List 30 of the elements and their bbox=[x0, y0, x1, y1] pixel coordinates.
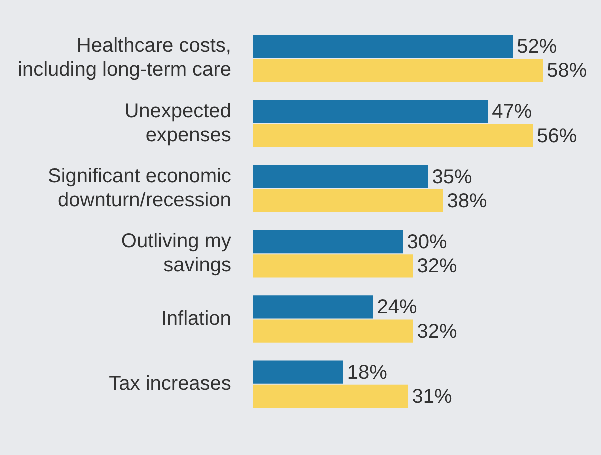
bar bbox=[253, 189, 444, 213]
data-label: 56% bbox=[537, 125, 578, 148]
bar bbox=[253, 360, 344, 384]
y-tick-label: Outliving my savings bbox=[121, 230, 232, 277]
data-label: 32% bbox=[417, 320, 458, 343]
bar bbox=[253, 124, 534, 148]
data-label: 58% bbox=[547, 60, 588, 82]
y-tick-label: Healthcare costs, including long-term care bbox=[18, 35, 232, 82]
bar bbox=[253, 254, 414, 278]
data-label: 35% bbox=[432, 166, 472, 188]
bar bbox=[253, 100, 488, 124]
y-tick-label: Inflation bbox=[161, 308, 232, 330]
y-tick-label: Significant economic downturn/recession bbox=[48, 165, 232, 212]
bar bbox=[253, 384, 408, 408]
data-label: 24% bbox=[377, 296, 418, 319]
bar bbox=[253, 165, 428, 188]
data-label: 31% bbox=[412, 386, 452, 408]
data-label: 32% bbox=[417, 256, 458, 278]
bar bbox=[253, 34, 514, 58]
data-label: 47% bbox=[492, 101, 532, 124]
data-label: 52% bbox=[517, 36, 558, 58]
y-tick-label: Unexpected expenses bbox=[124, 100, 232, 146]
bar bbox=[253, 230, 404, 254]
bar bbox=[253, 320, 414, 343]
data-label: 38% bbox=[447, 190, 488, 212]
data-label: 18% bbox=[347, 362, 388, 384]
bar bbox=[253, 296, 374, 319]
data-label: 30% bbox=[407, 232, 448, 254]
y-tick-label: Tax increases bbox=[109, 372, 232, 395]
bar bbox=[253, 59, 544, 82]
